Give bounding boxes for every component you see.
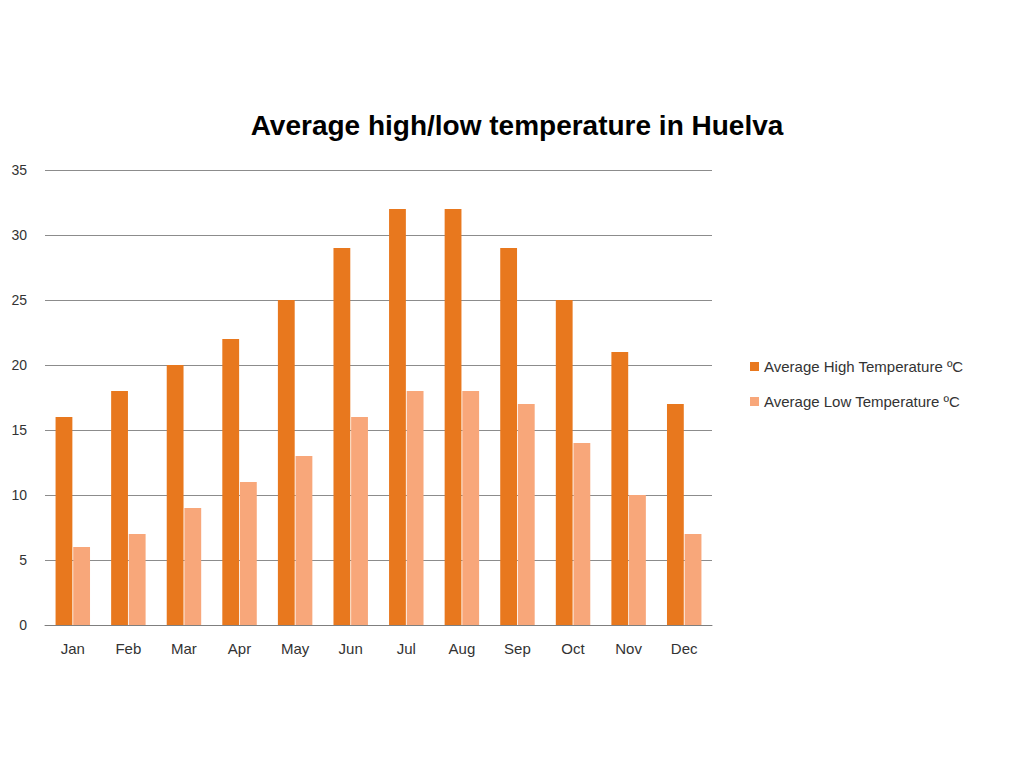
svg-text:May: May xyxy=(281,640,310,657)
svg-text:15: 15 xyxy=(11,422,27,438)
svg-text:0: 0 xyxy=(19,617,27,633)
svg-text:Jul: Jul xyxy=(397,640,416,657)
svg-text:Average High Temperature ºC: Average High Temperature ºC xyxy=(764,358,963,375)
svg-text:30: 30 xyxy=(11,227,27,243)
svg-text:Aug: Aug xyxy=(449,640,476,657)
svg-text:Average high/low temperature i: Average high/low temperature in Huelva xyxy=(251,110,784,141)
svg-text:Feb: Feb xyxy=(115,640,141,657)
svg-text:20: 20 xyxy=(11,357,27,373)
svg-text:Apr: Apr xyxy=(228,640,251,657)
svg-text:Dec: Dec xyxy=(671,640,698,657)
svg-text:Sep: Sep xyxy=(504,640,531,657)
svg-text:5: 5 xyxy=(19,552,27,568)
svg-text:25: 25 xyxy=(11,292,27,308)
svg-text:Mar: Mar xyxy=(171,640,197,657)
svg-text:Jun: Jun xyxy=(339,640,363,657)
svg-text:Nov: Nov xyxy=(615,640,642,657)
svg-text:35: 35 xyxy=(11,162,27,178)
svg-text:Oct: Oct xyxy=(561,640,585,657)
svg-text:Jan: Jan xyxy=(61,640,85,657)
svg-text:Average Low Temperature ºC: Average Low Temperature ºC xyxy=(764,393,960,410)
svg-text:10: 10 xyxy=(11,487,27,503)
